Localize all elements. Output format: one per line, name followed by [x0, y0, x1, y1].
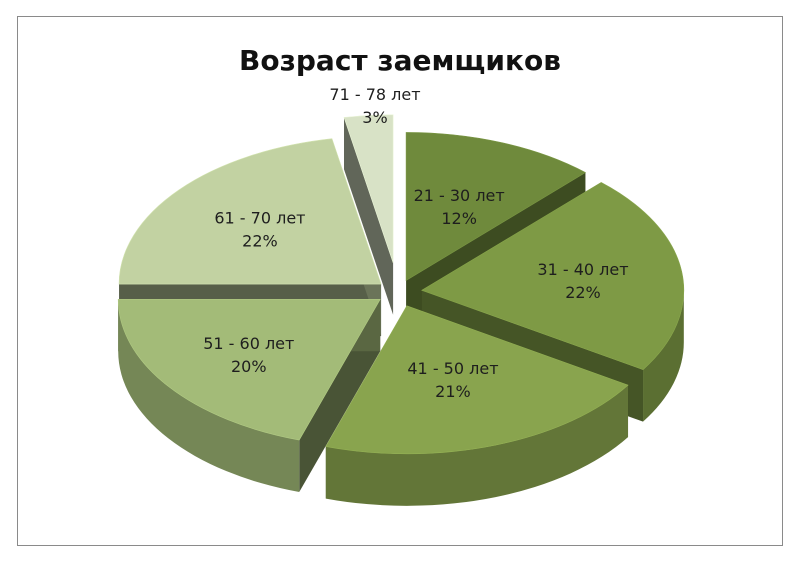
- slice-label: 21 - 30 лет: [414, 186, 505, 205]
- chart-title: Возраст заемщиков: [239, 44, 561, 77]
- slice-value-label: 21%: [435, 382, 471, 401]
- slice-value-label: 22%: [565, 283, 601, 302]
- pie-slice: [325, 305, 629, 506]
- slice-labels: 21 - 30 лет 12% 31 - 40 лет 22% 41 - 50 лет 2…: [203, 85, 628, 401]
- slice-label: 51 - 60 лет: [203, 334, 294, 353]
- pie-slice: [117, 299, 381, 493]
- slice-label: 31 - 40 лет: [537, 260, 628, 279]
- slice-label: 61 - 70 лет: [214, 208, 305, 227]
- slice-value-label: 20%: [231, 357, 267, 376]
- pie-slice: [343, 114, 394, 315]
- slice-label: 71 - 78 лет: [329, 85, 420, 104]
- slice-value-label: 22%: [242, 231, 278, 250]
- pie-slices: [117, 114, 685, 506]
- slice-value-label: 12%: [441, 209, 477, 228]
- slice-label: 41 - 50 лет: [407, 359, 498, 378]
- slice-value-label: 3%: [362, 108, 387, 127]
